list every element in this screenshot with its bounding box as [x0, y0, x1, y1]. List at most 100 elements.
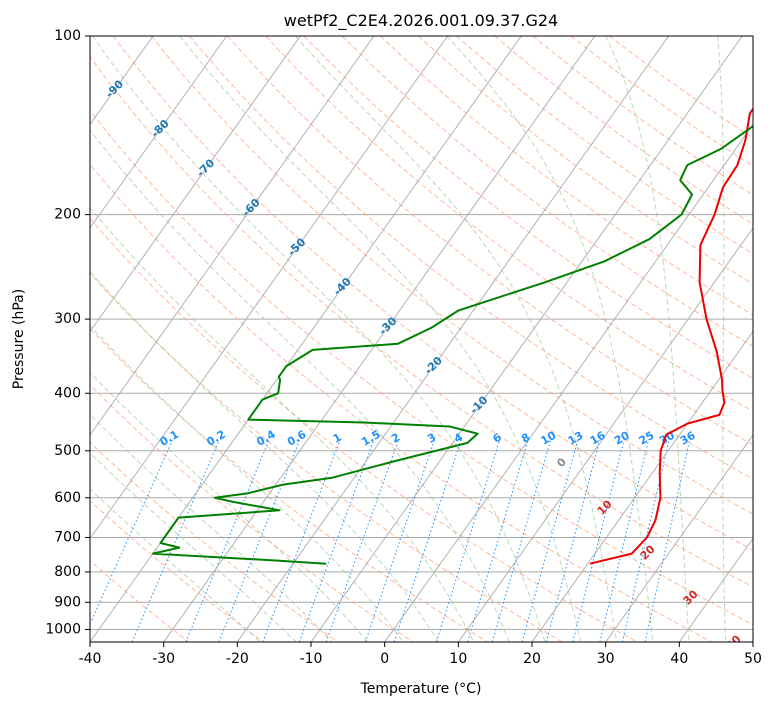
chart-title: wetPf2_C2E4.2026.001.09.37.G24 [284, 11, 558, 31]
isotherm-line [310, 36, 743, 642]
dry-adiabats [90, 36, 753, 642]
y-axis-ticks: 100 200 300 400 500 600 700 800 900 1000 [45, 28, 90, 637]
y-tick-label: 700 [54, 530, 81, 546]
dry-adiabat-line [150, 36, 753, 515]
x-tick-label: 30 [597, 651, 615, 667]
y-tick-label: 300 [54, 311, 81, 327]
mixing-ratio-line [90, 440, 173, 625]
grid-label: 6 [491, 430, 504, 445]
isotherm-line [90, 36, 228, 229]
mixing-ratio-line [435, 440, 501, 642]
temperature-profile-line [589, 107, 753, 565]
grid-label: 25 [637, 429, 657, 448]
grid-label: 0 [554, 455, 569, 470]
x-tick-label: -30 [152, 651, 175, 667]
y-tick-label: 100 [54, 28, 81, 44]
x-tick-label: 50 [744, 651, 762, 667]
mixing-ratio-lines [90, 440, 691, 642]
dry-adiabat-line [90, 500, 264, 642]
y-tick-label: 900 [54, 594, 81, 610]
mixing-ratio-line [521, 440, 579, 642]
grid-label: 30 [681, 587, 701, 607]
dry-adiabat-line [90, 55, 753, 588]
x-axis-ticks: -40 -30 -20 -10 0 10 20 30 40 50 [79, 642, 762, 667]
grid-label: -50 [285, 235, 308, 258]
isotherm-line [457, 227, 753, 642]
moist-adiabat-line [90, 206, 475, 642]
moist-adiabat-line [762, 36, 775, 642]
dewpoint-profile-line [151, 124, 753, 565]
mixing-ratio-line [572, 440, 625, 642]
mixing-ratio-line [491, 440, 552, 642]
dry-adiabat-line [265, 36, 753, 412]
dry-adiabat-line [379, 36, 753, 316]
dry-adiabat-line [112, 36, 753, 551]
grid-label: 1 [331, 431, 344, 446]
mixing-ratio-line [393, 440, 462, 642]
grid-label: 1.5 [359, 428, 382, 449]
mixing-ratio-line [262, 440, 341, 642]
moist-adiabat-line [90, 371, 369, 642]
moist-adiabat-line [179, 36, 582, 642]
x-tick-label: -20 [226, 651, 249, 667]
isotherm-line [605, 434, 753, 642]
mixing-ratio-line [467, 440, 529, 642]
grid-label: 40 [724, 632, 744, 652]
grid-label: 0.6 [285, 428, 309, 449]
grid-label: 0.1 [158, 428, 181, 449]
grid-label: 36 [678, 429, 698, 448]
grid-label: 10 [595, 497, 615, 517]
grid-label: 0.4 [254, 428, 278, 449]
grid-label: -40 [331, 275, 354, 298]
dry-adiabat-line [303, 36, 753, 380]
isotherm-line [163, 36, 596, 642]
isotherms [0, 36, 753, 642]
y-tick-label: 200 [54, 207, 81, 223]
dry-adiabat-line [189, 36, 753, 480]
grid-label: 3 [425, 431, 438, 446]
moist-adiabat-line [90, 129, 510, 642]
plot-frame [89, 35, 754, 643]
grid-label: -10 [467, 393, 490, 416]
moist-adiabat-line [90, 270, 439, 642]
isotherm-line [752, 641, 753, 642]
grid-label: -70 [194, 156, 217, 179]
dry-adiabat-line [90, 163, 712, 642]
x-axis-label: Temperature (°C) [360, 681, 482, 697]
dry-adiabat-line [456, 36, 753, 255]
isotherm-line [90, 36, 449, 540]
isotherm-line [0, 36, 6, 642]
grid-label: 8 [519, 431, 532, 446]
grid-label: -80 [148, 117, 171, 140]
profiles [151, 107, 753, 565]
plot-area: -100-90-80-70-60-50-40-30-20-100.1 0.2 0.4… [0, 36, 775, 652]
grid-label: 10 [538, 429, 558, 448]
moist-adiabats [90, 36, 775, 642]
x-tick-label: 0 [380, 651, 389, 667]
y-tick-label: 600 [54, 490, 81, 506]
grid-label: -30 [376, 314, 399, 337]
x-tick-label: -10 [300, 651, 323, 667]
dry-adiabat-line [90, 327, 488, 642]
isotherm-line [236, 36, 670, 642]
moist-adiabat-line [90, 452, 297, 642]
grid-label: 16 [588, 429, 608, 448]
grid-label: 13 [566, 429, 586, 448]
moist-adiabat-line [294, 36, 618, 642]
grid-label: -90 [103, 77, 126, 100]
y-tick-label: 1000 [45, 621, 81, 637]
y-tick-label: 400 [54, 385, 81, 401]
x-tick-label: 10 [449, 651, 467, 667]
isotherm-line [531, 330, 753, 642]
mixing-ratio-line [644, 440, 691, 642]
dry-adiabat-line [90, 384, 414, 642]
grid-label: -20 [422, 354, 445, 377]
x-tick-label: 20 [523, 651, 541, 667]
mixing-ratio-line [364, 440, 435, 642]
mixing-ratio-line [185, 440, 270, 642]
isotherm-line [678, 537, 753, 642]
dry-adiabat-line [227, 36, 753, 446]
dry-adiabat-line [418, 36, 753, 285]
moist-adiabat-line [717, 36, 727, 642]
